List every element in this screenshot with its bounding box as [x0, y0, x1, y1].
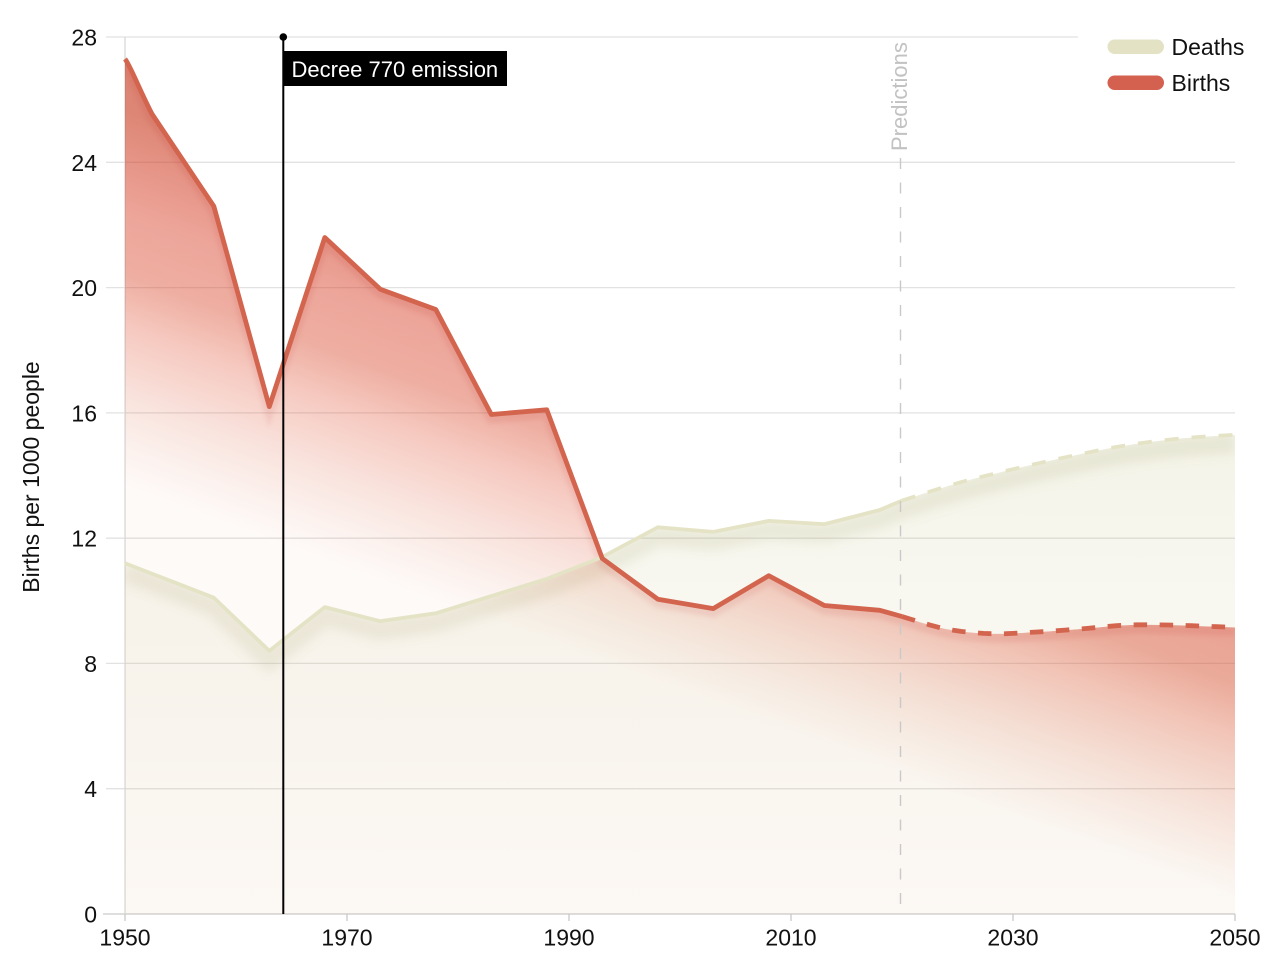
svg-text:Decree 770 emission: Decree 770 emission [292, 57, 499, 82]
svg-text:2030: 2030 [987, 925, 1038, 951]
svg-text:12: 12 [71, 526, 97, 552]
svg-text:16: 16 [71, 400, 97, 426]
svg-text:4: 4 [84, 776, 97, 802]
svg-text:8: 8 [84, 651, 97, 677]
svg-text:0: 0 [84, 902, 97, 928]
svg-text:1970: 1970 [321, 925, 372, 951]
svg-text:2050: 2050 [1209, 925, 1260, 951]
svg-text:Births per 1000 people: Births per 1000 people [18, 361, 44, 592]
svg-text:1990: 1990 [543, 925, 594, 951]
svg-text:1950: 1950 [99, 925, 150, 951]
svg-text:Deaths: Deaths [1172, 34, 1245, 60]
svg-text:2010: 2010 [765, 925, 816, 951]
svg-text:Births: Births [1172, 70, 1231, 96]
svg-text:24: 24 [71, 150, 97, 176]
svg-text:28: 28 [71, 25, 97, 51]
svg-text:20: 20 [71, 275, 97, 301]
svg-text:Predictions: Predictions [887, 42, 912, 151]
